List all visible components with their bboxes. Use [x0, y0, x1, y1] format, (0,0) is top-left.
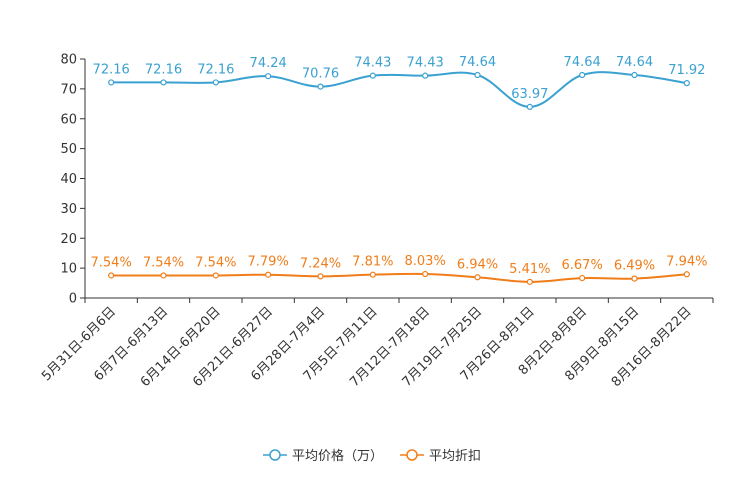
data-label: 7.54%: [91, 255, 132, 270]
data-label: 72.16: [93, 62, 130, 77]
data-label: 7.94%: [666, 254, 707, 269]
series-1: 72.16 72.16 72.16 74.24 70.76 74.43 74.43 74.64…: [93, 55, 705, 110]
data-label: 72.16: [197, 62, 234, 77]
data-point[interactable]: [160, 272, 167, 279]
data-label: 5.41%: [509, 262, 550, 277]
data-label: 74.64: [459, 55, 496, 70]
data-point[interactable]: [474, 71, 481, 79]
data-label: 74.43: [407, 56, 444, 71]
data-label: 7.24%: [300, 256, 341, 271]
data-point[interactable]: [108, 79, 115, 86]
data-label: 63.97: [511, 87, 548, 102]
series-line: [111, 272, 687, 283]
data-label: 6.49%: [614, 259, 655, 274]
data-label: 8.03%: [405, 254, 446, 269]
legend-item-1[interactable]: 平均价格（万）: [263, 448, 383, 464]
data-point[interactable]: [579, 274, 586, 282]
y-axis: 0 10 20 30 40 50 60 70 80: [60, 53, 86, 307]
data-point[interactable]: [108, 272, 115, 279]
data-label: 7.81%: [352, 255, 393, 270]
x-axis: 5月31日-6月6日6月7日-6月13日6月14日-6月20日6月21日-6月2…: [39, 297, 714, 390]
legend-circle-marker: [269, 449, 281, 461]
y-tick-label: 0: [69, 292, 77, 307]
legend-circle-marker: [406, 449, 418, 461]
data-point[interactable]: [369, 271, 376, 278]
data-point[interactable]: [474, 274, 481, 281]
data-label: 74.64: [616, 55, 653, 70]
data-point[interactable]: [369, 72, 376, 79]
data-point[interactable]: [631, 71, 638, 79]
y-tick-label: 10: [60, 262, 77, 277]
y-tick-label: 20: [60, 232, 77, 247]
data-label: 74.24: [250, 56, 287, 71]
y-tick-label: 30: [60, 202, 77, 217]
data-point[interactable]: [683, 271, 690, 278]
series-2: 7.54% 7.54% 7.54% 7.79% 7.24% 7.81% 8.03% 6.94%…: [91, 254, 707, 285]
data-label: 6.94%: [457, 257, 498, 272]
y-tick-label: 50: [60, 142, 77, 157]
y-tick-label: 60: [60, 112, 77, 127]
data-point[interactable]: [265, 271, 272, 278]
legend[interactable]: 平均价格（万） 平均折扣: [263, 448, 481, 464]
legend-label: 平均折扣: [429, 449, 481, 464]
data-point[interactable]: [317, 273, 324, 280]
data-point[interactable]: [422, 72, 429, 79]
data-point[interactable]: [212, 79, 219, 86]
data-label: 7.54%: [195, 255, 236, 270]
data-label: 70.76: [302, 67, 339, 82]
data-label: 74.64: [564, 55, 601, 70]
series-layer: 72.16 72.16 72.16 74.24 70.76 74.43 74.43 74.64…: [91, 55, 707, 285]
data-label: 74.43: [354, 56, 391, 71]
data-point[interactable]: [422, 270, 429, 278]
data-point[interactable]: [160, 79, 167, 86]
data-label: 7.54%: [143, 255, 184, 270]
data-point[interactable]: [526, 103, 533, 110]
data-label: 72.16: [145, 62, 182, 77]
data-point[interactable]: [631, 275, 638, 282]
legend-label: 平均价格（万）: [292, 448, 383, 464]
legend-item-2[interactable]: 平均折扣: [400, 449, 481, 464]
data-point[interactable]: [265, 73, 272, 80]
data-point[interactable]: [212, 272, 219, 279]
data-label: 71.92: [668, 63, 705, 78]
data-point[interactable]: [317, 83, 324, 90]
data-point[interactable]: [526, 278, 533, 285]
data-point[interactable]: [683, 80, 690, 87]
y-tick-label: 40: [60, 172, 77, 187]
y-tick-label: 80: [60, 53, 77, 68]
data-label: 7.79%: [248, 255, 289, 270]
data-point[interactable]: [579, 71, 586, 79]
y-tick-label: 70: [60, 82, 77, 97]
data-label: 6.67%: [562, 258, 603, 273]
